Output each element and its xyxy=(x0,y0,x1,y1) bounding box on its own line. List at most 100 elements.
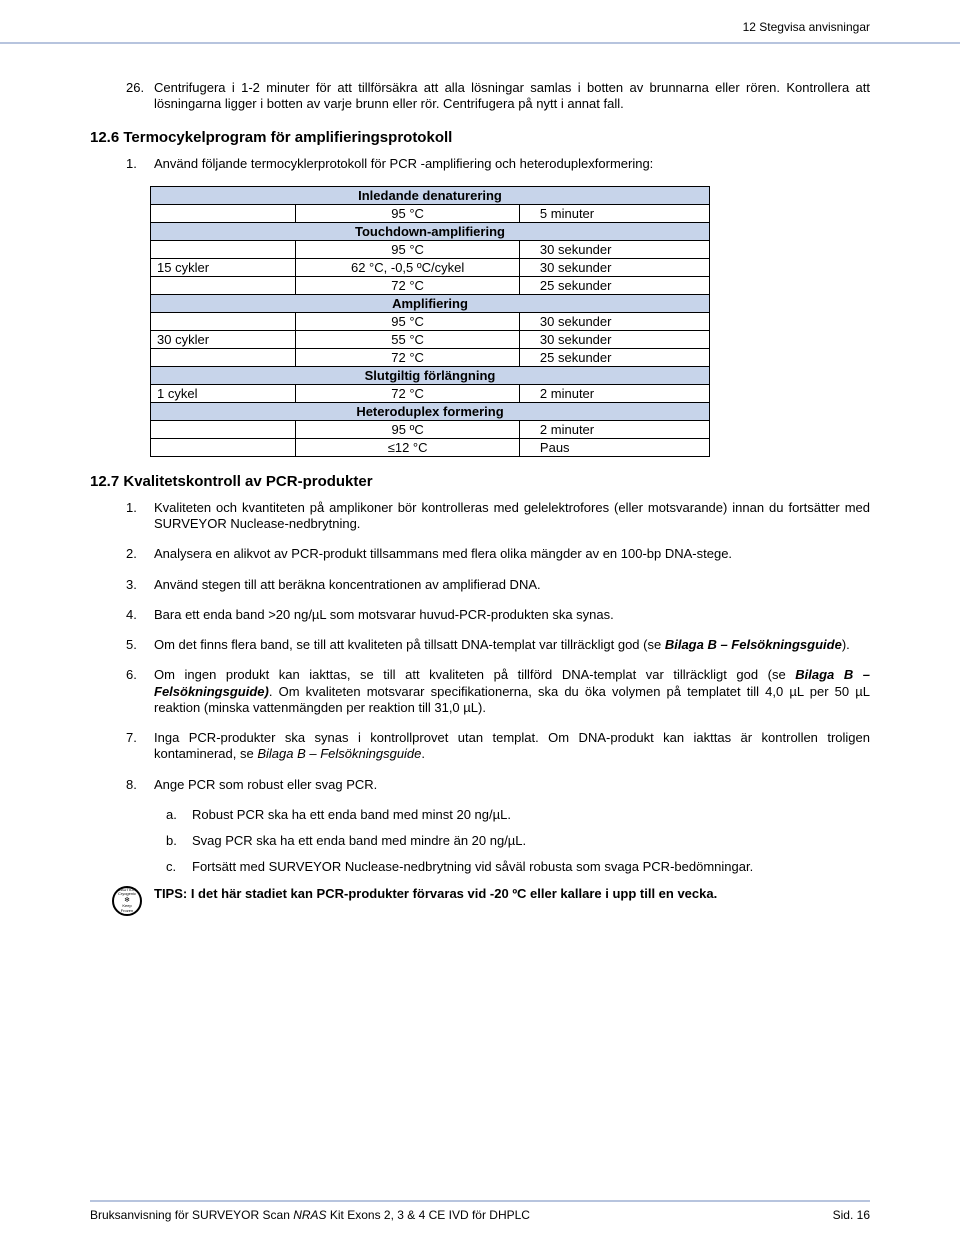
table-cell: 72 °C xyxy=(296,348,520,366)
sect127-sublist: a.Robust PCR ska ha ett enda band med mi… xyxy=(166,807,870,876)
table-row: ≤12 °CPaus xyxy=(151,438,710,456)
item-text: Inga PCR-produkter ska synas i kontrollp… xyxy=(154,730,870,763)
list-item: 7.Inga PCR-produkter ska synas i kontrol… xyxy=(126,730,870,763)
table-cell xyxy=(151,312,296,330)
item-number: 2. xyxy=(126,546,154,562)
list-item: a.Robust PCR ska ha ett enda band med mi… xyxy=(166,807,870,823)
table-section-head: Touchdown-amplifiering xyxy=(151,222,710,240)
table-cell: 62 °C, -0,5 ºC/cykel xyxy=(296,258,520,276)
item-number: 8. xyxy=(126,777,154,793)
table-cell: 30 sekunder xyxy=(519,240,709,258)
item-text: Om det finns flera band, se till att kva… xyxy=(154,637,870,653)
item-text: Centrifugera i 1-2 minuter för att tillf… xyxy=(154,80,870,113)
table-row: 15 cykler62 °C, -0,5 ºC/cykel30 sekunder xyxy=(151,258,710,276)
table-cell xyxy=(151,276,296,294)
table-cell: Paus xyxy=(519,438,709,456)
table-cell: 72 °C xyxy=(296,276,520,294)
thermocycler-table-wrap: Inledande denaturering95 °C5 minuterTouc… xyxy=(150,186,710,457)
item-text: Robust PCR ska ha ett enda band med mins… xyxy=(192,807,870,823)
table-cell: 30 cykler xyxy=(151,330,296,348)
table-cell: 1 cykel xyxy=(151,384,296,402)
item-text: Om ingen produkt kan iakttas, se till at… xyxy=(154,667,870,716)
table-cell: 95 °C xyxy=(296,240,520,258)
table-cell: 2 minuter xyxy=(519,420,709,438)
table-cell xyxy=(151,438,296,456)
header-rule xyxy=(0,42,960,44)
intro-list: 26. Centrifugera i 1-2 minuter för att t… xyxy=(126,80,870,113)
footer-left: Bruksanvisning för SURVEYOR Scan NRAS Ki… xyxy=(90,1208,530,1222)
item-number: c. xyxy=(166,859,192,875)
item-number: 1. xyxy=(126,500,154,533)
list-item: b.Svag PCR ska ha ett enda band med mind… xyxy=(166,833,870,849)
item-number: 7. xyxy=(126,730,154,763)
item-text: Fortsätt med SURVEYOR Nuclease-nedbrytni… xyxy=(192,859,870,875)
table-row: 95 °C30 sekunder xyxy=(151,240,710,258)
list-item: c.Fortsätt med SURVEYOR Nuclease-nedbryt… xyxy=(166,859,870,875)
table-row: 95 ºC2 minuter xyxy=(151,420,710,438)
list-item: 8.Ange PCR som robust eller svag PCR. xyxy=(126,777,870,793)
table-cell: 95 °C xyxy=(296,312,520,330)
table-cell: 25 sekunder xyxy=(519,348,709,366)
table-row: 95 °C5 minuter xyxy=(151,204,710,222)
table-cell: 2 minuter xyxy=(519,384,709,402)
footer-rule xyxy=(90,1200,870,1202)
sect126-list: 1. Använd följande termocyklerprotokoll … xyxy=(126,156,870,172)
table-row: 95 °C30 sekunder xyxy=(151,312,710,330)
section-heading-126: 12.6 Termocykelprogram för amplifierings… xyxy=(90,129,870,146)
table-section-head: Slutgiltig förlängning xyxy=(151,366,710,384)
frozen-caution-icon: CAUTION Cryogenic ❄ Keep Frozen xyxy=(112,886,142,916)
item-text: Bara ett enda band >20 ng/µL som motsvar… xyxy=(154,607,870,623)
item-text: Använd stegen till att beräkna koncentra… xyxy=(154,577,870,593)
table-cell: 25 sekunder xyxy=(519,276,709,294)
list-item: 6.Om ingen produkt kan iakttas, se till … xyxy=(126,667,870,716)
item-number: 5. xyxy=(126,637,154,653)
list-item: 1.Kvaliteten och kvantiteten på amplikon… xyxy=(126,500,870,533)
item-text: Kvaliteten och kvantiteten på amplikoner… xyxy=(154,500,870,533)
page-content: 26. Centrifugera i 1-2 minuter för att t… xyxy=(90,40,870,916)
table-section-head: Inledande denaturering xyxy=(151,186,710,204)
page-footer: Bruksanvisning för SURVEYOR Scan NRAS Ki… xyxy=(0,1200,960,1222)
table-section-head: Heteroduplex formering xyxy=(151,402,710,420)
tips-row: CAUTION Cryogenic ❄ Keep Frozen TIPS: I … xyxy=(112,886,870,916)
table-cell: 5 minuter xyxy=(519,204,709,222)
item-text: Svag PCR ska ha ett enda band med mindre… xyxy=(192,833,870,849)
table-row: 30 cykler55 °C30 sekunder xyxy=(151,330,710,348)
page-header: 12 Stegvisa anvisningar xyxy=(743,20,870,34)
table-cell xyxy=(151,240,296,258)
list-item: 26. Centrifugera i 1-2 minuter för att t… xyxy=(126,80,870,113)
item-number: 26. xyxy=(126,80,154,113)
tips-text: TIPS: I det här stadiet kan PCR-produkte… xyxy=(154,886,870,902)
table-cell xyxy=(151,204,296,222)
item-number: 4. xyxy=(126,607,154,623)
table-cell: 30 sekunder xyxy=(519,258,709,276)
table-cell: 30 sekunder xyxy=(519,312,709,330)
footer-right: Sid. 16 xyxy=(833,1208,870,1222)
list-item: 5.Om det finns flera band, se till att k… xyxy=(126,637,870,653)
table-cell: 95 ºC xyxy=(296,420,520,438)
table-row: 72 °C25 sekunder xyxy=(151,348,710,366)
list-item: 1. Använd följande termocyklerprotokoll … xyxy=(126,156,870,172)
table-cell: 95 °C xyxy=(296,204,520,222)
sect127-list: 1.Kvaliteten och kvantiteten på amplikon… xyxy=(126,500,870,793)
section-heading-127: 12.7 Kvalitetskontroll av PCR-produkter xyxy=(90,473,870,490)
item-number: 6. xyxy=(126,667,154,716)
table-cell: 15 cykler xyxy=(151,258,296,276)
item-number: 3. xyxy=(126,577,154,593)
item-text: Ange PCR som robust eller svag PCR. xyxy=(154,777,870,793)
list-item: 4.Bara ett enda band >20 ng/µL som motsv… xyxy=(126,607,870,623)
table-cell: 30 sekunder xyxy=(519,330,709,348)
item-number: 1. xyxy=(126,156,154,172)
item-text: Analysera en alikvot av PCR-produkt till… xyxy=(154,546,870,562)
table-cell: 55 °C xyxy=(296,330,520,348)
list-item: 2.Analysera en alikvot av PCR-produkt ti… xyxy=(126,546,870,562)
thermocycler-table: Inledande denaturering95 °C5 minuterTouc… xyxy=(150,186,710,457)
item-number: b. xyxy=(166,833,192,849)
list-item: 3.Använd stegen till att beräkna koncent… xyxy=(126,577,870,593)
table-cell: ≤12 °C xyxy=(296,438,520,456)
item-text: Använd följande termocyklerprotokoll för… xyxy=(154,156,870,172)
table-section-head: Amplifiering xyxy=(151,294,710,312)
table-cell: 72 °C xyxy=(296,384,520,402)
item-number: a. xyxy=(166,807,192,823)
table-row: 1 cykel72 °C2 minuter xyxy=(151,384,710,402)
table-cell xyxy=(151,348,296,366)
